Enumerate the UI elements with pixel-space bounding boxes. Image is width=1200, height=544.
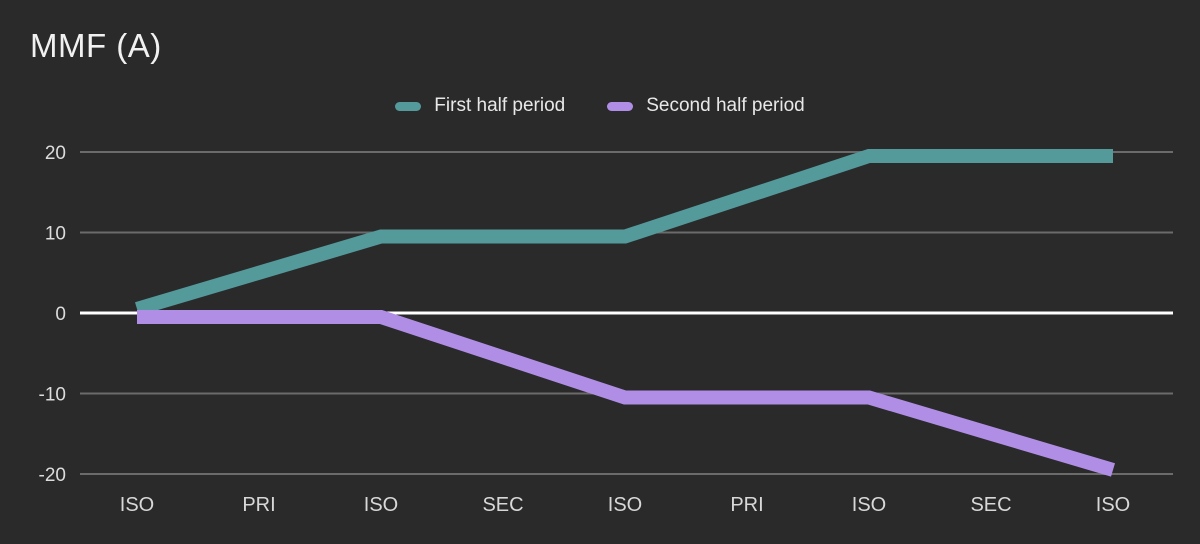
x-axis-category-label: PRI	[242, 494, 275, 516]
x-axis-category-label: SEC	[970, 494, 1011, 516]
x-axis-category-label: ISO	[608, 494, 642, 516]
x-axis-category-label: ISO	[364, 494, 398, 516]
chart-title: MMF (A)	[30, 27, 162, 64]
legend-item-second-half: Second half period	[607, 95, 805, 117]
y-axis-tick-label: -10	[39, 385, 66, 406]
series-line-first-half	[135, 149, 1113, 316]
legend-label-first-half: First half period	[434, 95, 566, 116]
x-axis-category-label: ISO	[852, 494, 886, 516]
legend-item-first-half: First half period	[395, 95, 565, 117]
legend: First half period Second half period	[0, 95, 1200, 117]
y-axis-tick-label: -20	[39, 465, 66, 486]
x-axis-category-label: ISO	[1096, 494, 1130, 516]
series-line-second-half	[137, 310, 1115, 477]
series-swatch-icon	[395, 101, 422, 111]
y-axis-tick-label: 0	[55, 304, 66, 325]
x-axis-category-label: PRI	[730, 494, 763, 516]
y-axis-tick-label: 10	[45, 224, 66, 245]
x-axis-category-label: ISO	[120, 494, 154, 516]
series-swatch-icon	[607, 101, 634, 111]
y-axis-tick-label: 20	[45, 143, 66, 164]
x-axis-category-label: SEC	[482, 494, 523, 516]
legend-label-second-half: Second half period	[646, 95, 805, 116]
